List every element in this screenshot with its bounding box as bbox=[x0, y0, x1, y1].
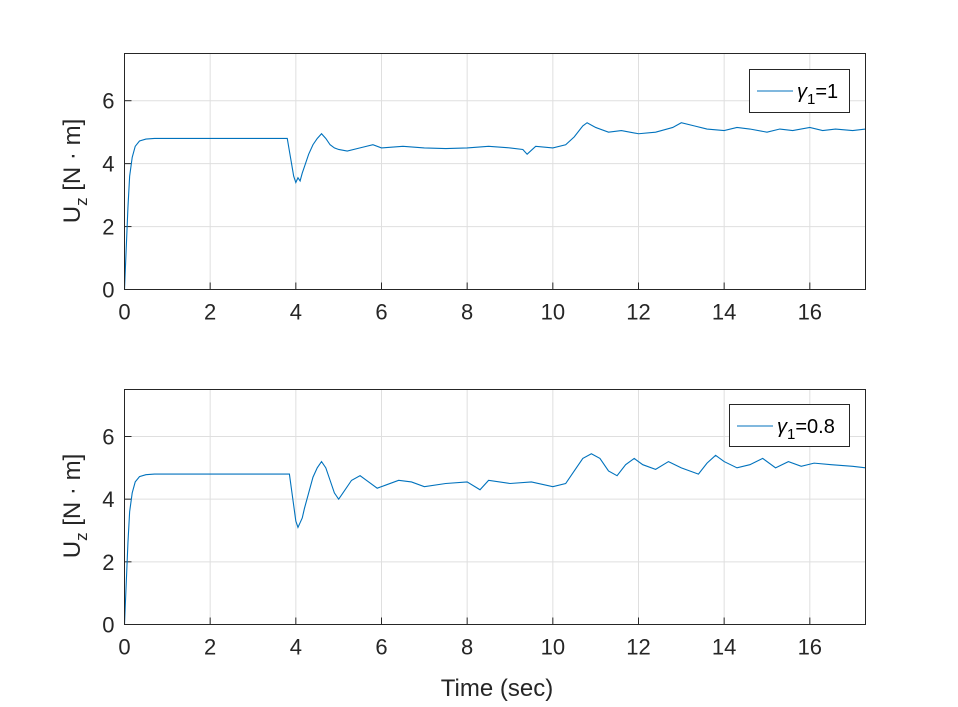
y-tick-label: 0 bbox=[102, 613, 114, 638]
series-line bbox=[123, 453, 866, 625]
x-tick-label: 8 bbox=[461, 635, 473, 660]
x-axis-label: Time (sec) bbox=[441, 675, 553, 702]
x-tick-label: 14 bbox=[712, 635, 736, 660]
y-tick-label: 2 bbox=[102, 215, 114, 240]
x-tick-label: 0 bbox=[118, 300, 130, 325]
y-axis-label: Uz [N · m] bbox=[59, 454, 91, 559]
y-axis-label: Uz [N · m] bbox=[59, 119, 91, 224]
x-tick-labels: 0 2 4 6 8 10 12 14 16 bbox=[118, 300, 822, 325]
x-tick-label: 0 bbox=[118, 635, 130, 660]
subplot-bottom: 0 2 4 6 8 10 12 14 16 0 2 4 6 Uz [N · m] Time (sec)… bbox=[59, 389, 866, 702]
y-tick-label: 6 bbox=[102, 425, 114, 450]
x-tick-label: 16 bbox=[798, 635, 822, 660]
y-tick-label: 6 bbox=[102, 89, 114, 114]
plot-border bbox=[124, 53, 866, 290]
x-tick-label: 4 bbox=[290, 300, 302, 325]
x-tick-label: 12 bbox=[626, 635, 650, 660]
y-tick-labels: 0 2 4 6 bbox=[102, 89, 114, 303]
legend-label: γ1=0.8 bbox=[777, 416, 835, 443]
legend: γ1=0.8 bbox=[729, 404, 850, 447]
x-tick-label: 14 bbox=[712, 300, 736, 325]
y-tick-label: 2 bbox=[102, 550, 114, 575]
x-tick-label: 10 bbox=[541, 635, 565, 660]
subplot-top: 0 2 4 6 8 10 12 14 16 0 2 4 6 Uz [N · m] γ1=1 bbox=[59, 53, 866, 325]
x-tick-label: 6 bbox=[375, 635, 387, 660]
legend-label: γ1=1 bbox=[797, 81, 838, 108]
x-tick-label: 6 bbox=[375, 300, 387, 325]
x-tick-labels: 0 2 4 6 8 10 12 14 16 bbox=[118, 635, 822, 660]
x-tick-label: 8 bbox=[461, 300, 473, 325]
y-tick-label: 0 bbox=[102, 278, 114, 303]
series-line bbox=[123, 122, 866, 290]
x-tick-label: 2 bbox=[204, 635, 216, 660]
x-tick-label: 4 bbox=[290, 635, 302, 660]
x-tick-label: 2 bbox=[204, 300, 216, 325]
x-tick-label: 10 bbox=[541, 300, 565, 325]
legend: γ1=1 bbox=[749, 69, 850, 113]
y-tick-labels: 0 2 4 6 bbox=[102, 425, 114, 638]
plot-area bbox=[124, 53, 866, 290]
x-tick-label: 16 bbox=[798, 300, 822, 325]
y-tick-label: 4 bbox=[102, 152, 114, 177]
y-tick-label: 4 bbox=[102, 487, 114, 512]
grid-lines bbox=[124, 53, 866, 290]
plot-border bbox=[124, 389, 866, 625]
x-tick-label: 12 bbox=[626, 300, 650, 325]
